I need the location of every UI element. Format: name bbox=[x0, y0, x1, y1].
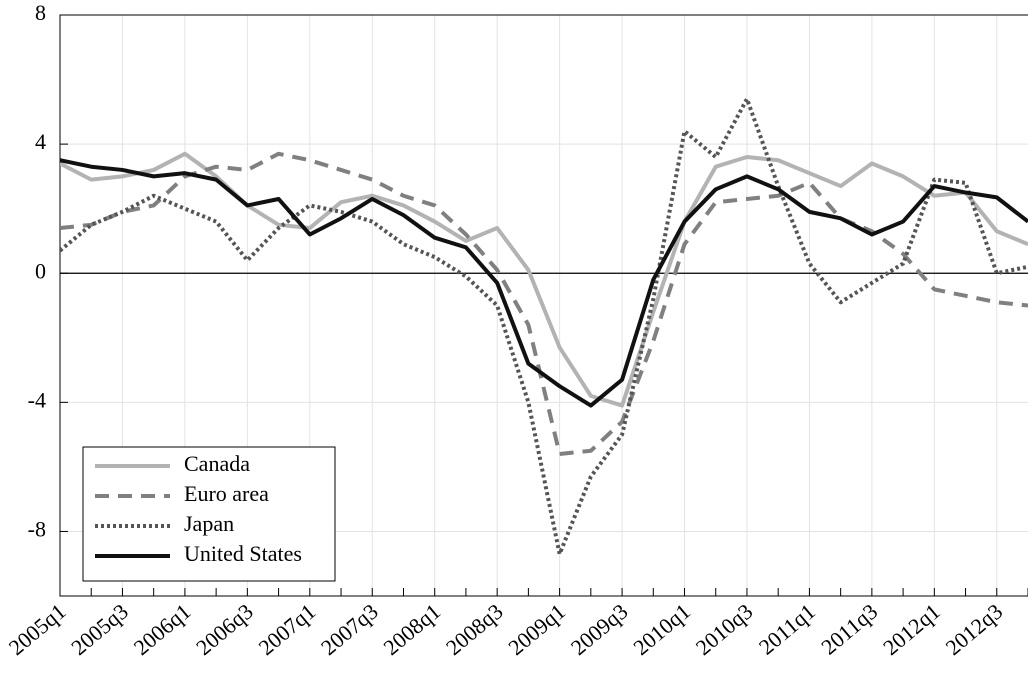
x-tick-label: 2007q3 bbox=[316, 599, 383, 661]
x-tick-label: 2010q1 bbox=[628, 599, 695, 661]
legend-label: Japan bbox=[184, 511, 234, 536]
y-tick-label: 4 bbox=[35, 129, 46, 154]
series-line bbox=[60, 151, 1028, 456]
y-tick-label: -4 bbox=[28, 387, 46, 412]
legend-label: Euro area bbox=[184, 481, 269, 506]
axis-frame bbox=[59, 14, 1028, 597]
x-tick-label: 2005q1 bbox=[4, 599, 71, 661]
x-tick-label: 2006q1 bbox=[129, 599, 196, 661]
x-tick-label: 2006q3 bbox=[191, 599, 258, 661]
y-tick-label: 0 bbox=[35, 258, 46, 283]
legend-label: Canada bbox=[184, 451, 250, 476]
series-line bbox=[60, 151, 1028, 408]
legend-label: United States bbox=[184, 541, 302, 566]
x-tick-label: 2009q1 bbox=[503, 599, 570, 661]
x-tick-label: 2009q3 bbox=[566, 599, 633, 661]
y-tick-label: -8 bbox=[28, 516, 46, 541]
plot-lines bbox=[60, 96, 1028, 557]
x-tick-label: 2010q3 bbox=[691, 599, 758, 661]
legend-box bbox=[82, 446, 336, 582]
x-tick-label: 2012q1 bbox=[878, 599, 945, 661]
series-line bbox=[60, 96, 1028, 557]
x-tick-label: 2011q3 bbox=[816, 599, 882, 660]
x-tick-label: 2008q1 bbox=[379, 599, 446, 661]
x-tick-label: 2005q3 bbox=[66, 599, 133, 661]
x-tick-label: 2011q1 bbox=[754, 599, 820, 660]
y-tick-label: 8 bbox=[35, 0, 46, 25]
x-tick-label: 2012q3 bbox=[941, 599, 1008, 661]
x-tick-label: 2008q3 bbox=[441, 599, 508, 661]
series-line bbox=[60, 158, 1028, 408]
x-tick-label: 2007q1 bbox=[254, 599, 321, 661]
